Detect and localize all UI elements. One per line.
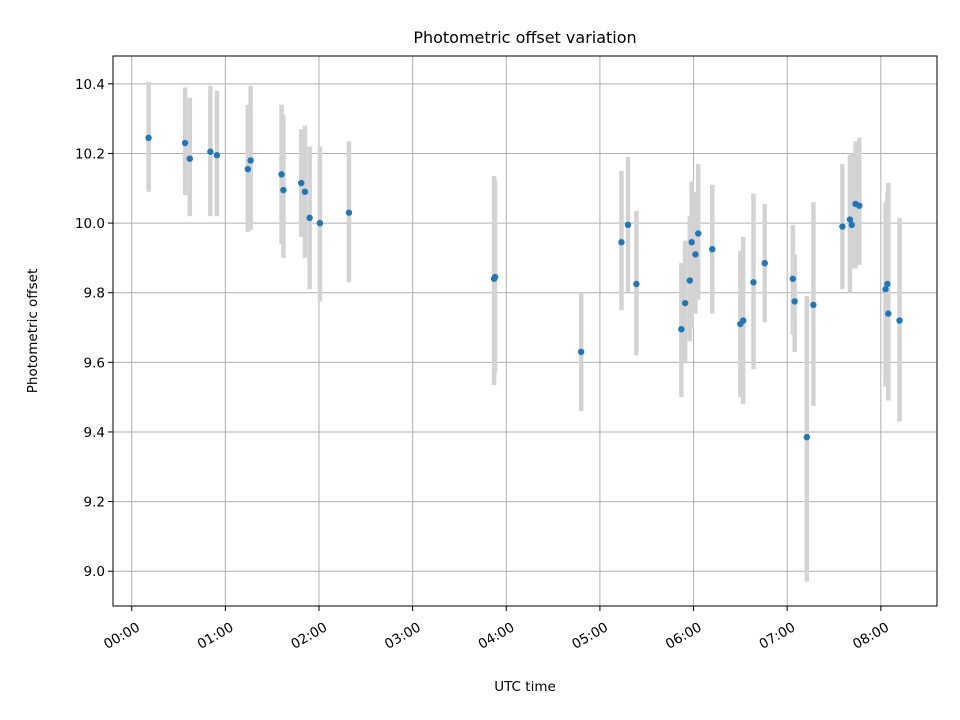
data-point — [846, 216, 854, 223]
y-tick-label: 10.2 — [75, 146, 105, 162]
data-point — [306, 214, 313, 222]
y-tick-label: 10.4 — [75, 77, 105, 93]
data-point — [896, 317, 903, 324]
data-point — [709, 245, 716, 253]
y-axis-label: Photometric offset — [25, 269, 41, 393]
x-axis-label: UTC time — [494, 679, 556, 695]
data-point — [761, 259, 768, 267]
data-point — [882, 286, 889, 293]
data-point — [145, 134, 152, 142]
data-point — [810, 301, 817, 309]
data-point — [695, 230, 702, 237]
data-point — [301, 188, 309, 195]
data-point — [692, 251, 699, 258]
data-point — [633, 280, 640, 288]
data-point — [244, 165, 252, 173]
data-point — [885, 310, 892, 317]
data-point — [181, 139, 189, 147]
data-point — [316, 219, 324, 227]
data-point — [681, 299, 689, 307]
plot-area-frame — [112, 55, 938, 607]
data-point — [791, 298, 798, 305]
data-point — [345, 209, 353, 216]
y-tick-label: 9.8 — [84, 286, 105, 302]
data-point — [186, 155, 193, 162]
data-point — [848, 221, 855, 229]
data-point — [789, 275, 796, 282]
data-point — [280, 186, 287, 194]
data-point — [856, 202, 863, 209]
y-tick-label: 9.6 — [84, 355, 105, 371]
y-tick-label: 9.0 — [84, 564, 105, 580]
data-point — [884, 280, 891, 288]
data-point — [491, 273, 499, 281]
data-point — [298, 179, 305, 187]
data-point — [618, 239, 625, 246]
data-point — [803, 433, 811, 441]
y-tick-label: 9.2 — [84, 495, 105, 511]
data-points — [145, 134, 903, 441]
data-point — [688, 239, 695, 246]
data-point — [750, 279, 757, 286]
data-point — [577, 348, 585, 356]
data-point — [207, 148, 214, 155]
data-point — [213, 152, 221, 159]
chart-title: Photometric offset variation — [413, 28, 636, 47]
data-point — [624, 221, 632, 229]
y-tick-label: 10.0 — [75, 216, 105, 232]
data-point — [678, 326, 685, 333]
y-axis-ticks: 9.0 9.2 9.4 9.6 9.8 10.0 10.2 10.4 — [75, 77, 113, 580]
data-point — [739, 317, 747, 324]
data-point — [247, 157, 254, 164]
data-point — [278, 171, 285, 178]
data-point — [686, 277, 693, 284]
y-tick-label: 9.4 — [84, 425, 105, 441]
grid-lines — [113, 56, 937, 606]
data-point — [839, 223, 846, 230]
